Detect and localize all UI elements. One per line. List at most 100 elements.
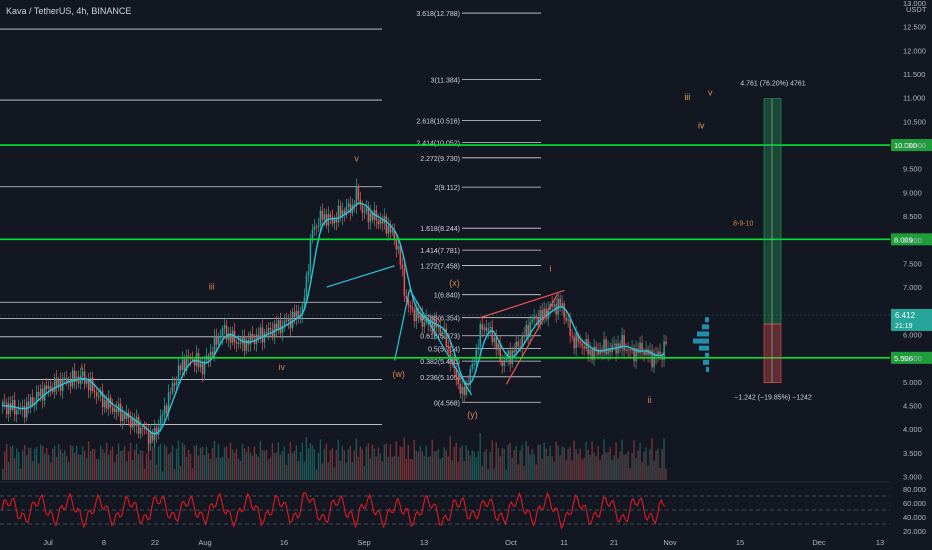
volume-bar [292, 453, 293, 480]
candle-body [4, 402, 6, 403]
wave-label: i [549, 263, 551, 273]
candle-body [653, 354, 655, 367]
volume-bar [6, 444, 7, 480]
volume-bar [160, 443, 161, 480]
candle-body [523, 335, 525, 337]
volume-bar [555, 442, 556, 480]
volume-bar [98, 459, 99, 480]
volume-bar [54, 446, 55, 480]
position-stop-label: −1.242 (−19.85%) −1242 [734, 395, 812, 402]
candle-body [406, 296, 408, 299]
volume-bar [659, 468, 660, 480]
volume-bar [583, 458, 584, 480]
candle-body [350, 203, 352, 213]
volume-bar [396, 441, 397, 480]
candle-body [214, 336, 216, 355]
volume-bar [40, 444, 41, 480]
wave-label: v [354, 154, 359, 164]
volume-bar [114, 462, 115, 480]
fib-label: 3.618(12.788) [416, 11, 460, 18]
volume-bar [492, 440, 493, 480]
volume-bar [122, 450, 123, 480]
candle-body [104, 400, 106, 407]
candle-body [484, 327, 486, 329]
volume-bar [356, 438, 357, 480]
candle-body [462, 387, 464, 394]
volume-bar [222, 457, 223, 480]
candle-body [605, 339, 607, 354]
volume-bar [18, 452, 19, 480]
volume-bar [535, 465, 536, 480]
candle-body [410, 305, 412, 307]
volume-bar [62, 453, 63, 480]
volume-bar [364, 466, 365, 480]
candle-body [362, 205, 364, 212]
candle-body [238, 342, 240, 343]
candle-body [220, 337, 222, 338]
wave-label: i [81, 362, 83, 372]
volume-bar [490, 452, 491, 480]
candle-body [370, 213, 372, 222]
candle-body [364, 212, 366, 213]
volume-bar [32, 461, 33, 480]
position-target-label: 4.761 (76.20%) 4761 [740, 81, 805, 88]
wave-label: (y) [467, 409, 478, 419]
candle-body [515, 342, 517, 353]
volume-bar [8, 462, 9, 480]
candle-body [478, 347, 480, 350]
volume-bar [78, 454, 79, 480]
candle-body [286, 321, 288, 322]
volume-bar [360, 446, 361, 480]
volume-bar [172, 446, 173, 480]
candle-body [587, 339, 589, 354]
candle-body [424, 322, 426, 326]
price-tick-label: 11.500 [903, 70, 925, 79]
candle-body [388, 225, 390, 233]
volume-bar [118, 443, 119, 480]
candle-body [627, 349, 629, 350]
volume-bar [108, 455, 109, 480]
candle-body [98, 396, 100, 397]
volume-bar [607, 452, 608, 480]
volume-bar [585, 442, 586, 480]
candle-body [166, 405, 168, 412]
volume-bar [88, 441, 89, 480]
volume-bar [288, 453, 289, 480]
volume-bar [593, 452, 594, 480]
volume-bar [446, 451, 447, 480]
candle-body [16, 410, 18, 414]
candle-body [112, 407, 114, 412]
volume-bar [637, 450, 638, 480]
fib-label: 2.272(9.730) [420, 156, 460, 163]
volume-bar [36, 447, 37, 480]
volume-bar [72, 446, 73, 480]
candle-body [442, 333, 444, 334]
candle-body [613, 344, 615, 345]
volume-bar [280, 454, 281, 480]
candle-body [184, 359, 186, 370]
wave-label: (x) [449, 278, 460, 288]
candle-body [276, 324, 278, 330]
candle-body [82, 371, 84, 375]
candle-body [416, 308, 418, 321]
volume-bar [324, 449, 325, 480]
wave-label: (w) [392, 369, 405, 379]
volume-bar [549, 446, 550, 480]
candle-body [232, 331, 234, 343]
candle-body [643, 352, 645, 355]
volume-bar [184, 445, 185, 480]
candle-body [244, 336, 246, 351]
volume-bar [308, 448, 309, 480]
volume-bar [376, 457, 377, 480]
volume-bar [444, 447, 445, 480]
volume-bar [244, 448, 245, 480]
volume-bar [140, 450, 141, 480]
trendline [327, 266, 395, 287]
volume-bar [130, 443, 131, 480]
candle-body [629, 350, 631, 351]
volume-bar [541, 459, 542, 480]
volume-bar [422, 451, 423, 480]
time-tick-label: 8 [102, 538, 106, 547]
volume-bar [66, 456, 67, 480]
